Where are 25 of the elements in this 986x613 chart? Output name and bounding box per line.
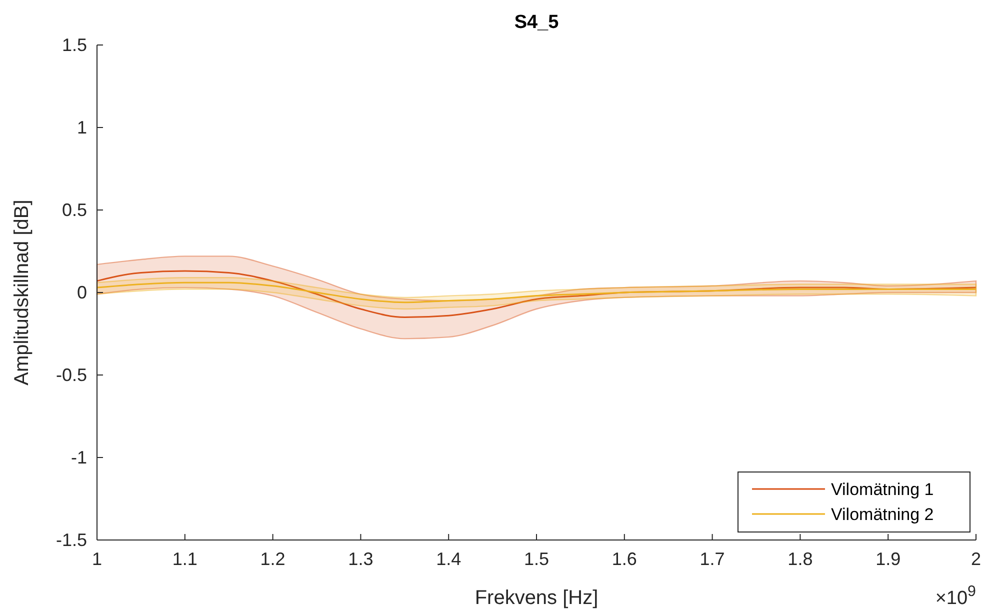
- x-tick-label: 1.9: [876, 548, 901, 569]
- y-tick-label: -1.5: [56, 530, 87, 550]
- x-tick-label: 1: [92, 548, 102, 569]
- x-tick-label: 1.2: [260, 548, 286, 569]
- x-tick-label: 1.8: [788, 548, 813, 569]
- x-axis-title: Frekvens [Hz]: [474, 587, 598, 609]
- x-tick-label: 1.4: [436, 548, 462, 569]
- text: ×10$^{9}$: [935, 582, 976, 609]
- legend-label: Vilomätning 1: [831, 480, 934, 499]
- y-tick-label: 1: [76, 117, 87, 138]
- chart-title: S4_5: [514, 12, 560, 33]
- y-tick-label: -0.5: [56, 364, 87, 385]
- y-tick-label: 0: [76, 282, 87, 302]
- x-tick-label: 1.7: [700, 548, 725, 569]
- legend-label: Vilomätning 2: [831, 505, 934, 524]
- x-tick-label: 1.3: [348, 548, 374, 569]
- x-tick-label: 2: [970, 548, 982, 569]
- x-tick-label: 1.5: [524, 548, 550, 569]
- x-tick-label: 1.1: [172, 548, 198, 569]
- y-tick-label: 0.5: [62, 200, 87, 220]
- y-tick-label: -1: [70, 447, 87, 468]
- y-tick-label: 1.5: [62, 34, 87, 55]
- x-tick-label: 1.6: [612, 548, 637, 569]
- y-axis-title: Amplitudskillnad [dB]: [11, 200, 33, 386]
- line-series: [96, 282, 977, 304]
